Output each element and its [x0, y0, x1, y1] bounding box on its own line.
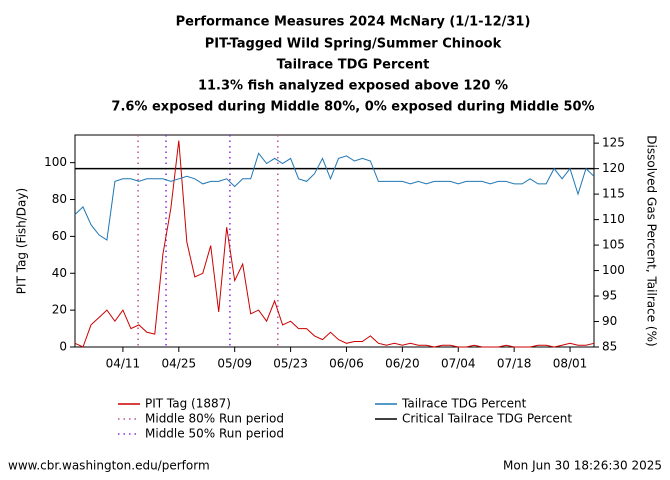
chart-title: Performance Measures 2024 McNary (1/1-12…: [176, 15, 531, 30]
y2-tick-label: 115: [602, 187, 625, 201]
chart-title: PIT-Tagged Wild Spring/Summer Chinook: [205, 37, 502, 52]
x-tick-label: 05/09: [217, 357, 252, 371]
y2-tick-label: 90: [602, 314, 617, 328]
x-tick-label: 07/18: [497, 357, 532, 371]
x-tick-label: 06/20: [385, 357, 420, 371]
legend-label: PIT Tag (1887): [145, 397, 231, 411]
legend-label: Tailrace TDG Percent: [401, 397, 527, 411]
chart-title: Tailrace TDG Percent: [277, 58, 430, 73]
source: www.cbr.washington.edu/perform: [8, 459, 210, 473]
timestamp: Mon Jun 30 18:26:30 2025: [503, 459, 662, 473]
x-tick-label: 06/06: [329, 357, 364, 371]
x-tick-label: 04/11: [106, 357, 141, 371]
chart-title: 11.3% fish analyzed exposed above 120 %: [198, 79, 508, 94]
series-line: [74, 152, 595, 241]
legend-label: Critical Tailrace TDG Percent: [402, 412, 572, 426]
y2-tick-label: 100: [602, 263, 625, 277]
x-tick-label: 04/25: [162, 357, 197, 371]
y2-tick-label: 110: [602, 212, 625, 226]
x-tick-label: 08/01: [553, 357, 588, 371]
y2-tick-label: 105: [602, 238, 625, 252]
x-tick-label: 05/23: [273, 357, 308, 371]
legend-label: Middle 50% Run period: [145, 427, 284, 441]
y-tick-label: 100: [44, 155, 67, 169]
y2-tick-label: 120: [602, 161, 625, 175]
y2-tick-label: 95: [602, 289, 617, 303]
y2-tick-label: 125: [602, 136, 625, 150]
y-tick-label: 20: [52, 303, 67, 317]
plot-frame: [74, 134, 595, 348]
chart-title: 7.6% exposed during Middle 80%, 0% expos…: [111, 100, 594, 115]
y-tick-label: 60: [52, 229, 67, 243]
series-line: [74, 140, 595, 348]
x-tick-label: 07/04: [441, 357, 476, 371]
y-tick-label: 40: [52, 266, 67, 280]
y-tick-label: 0: [59, 340, 67, 354]
y-axis-label: PIT Tag (Fish/Day): [15, 188, 29, 294]
y-tick-label: 80: [52, 192, 67, 206]
y2-tick-label: 85: [602, 340, 617, 354]
legend-label: Middle 80% Run period: [145, 412, 284, 426]
y2-axis-label: Dissolved Gas Percent, Tailrace (%): [645, 135, 659, 346]
